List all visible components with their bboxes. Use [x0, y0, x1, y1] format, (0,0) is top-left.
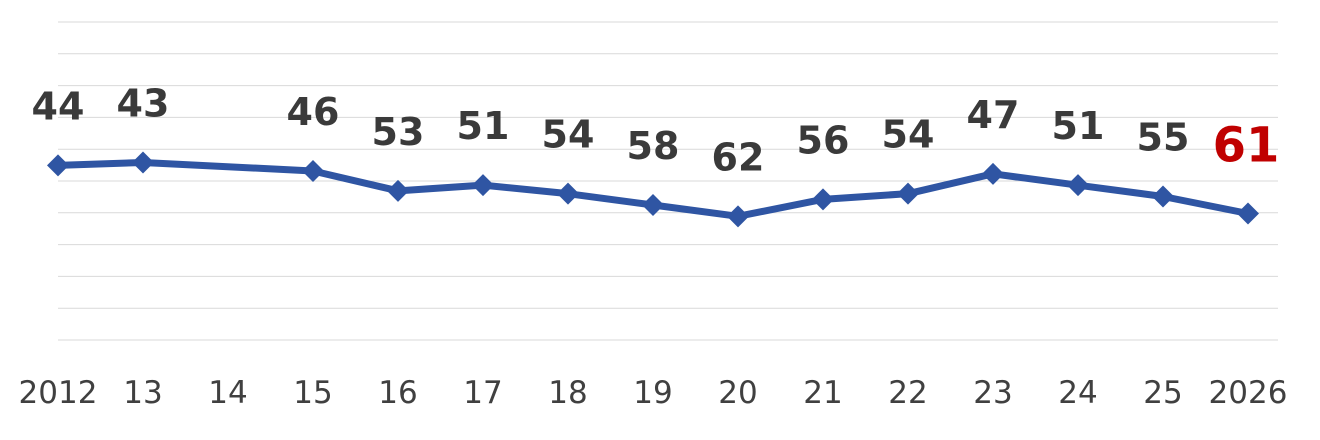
- data-label: 62: [712, 135, 765, 179]
- data-label: 51: [457, 104, 510, 148]
- x-tick-label: 20: [718, 375, 757, 411]
- data-point-marker: [132, 151, 154, 174]
- data-label-highlight: 61: [1213, 118, 1280, 174]
- data-label: 55: [1137, 116, 1190, 160]
- x-tick-label: 15: [293, 375, 332, 411]
- gridlines: [58, 21, 1278, 341]
- data-point-marker: [302, 160, 324, 182]
- x-tick-label: 24: [1058, 375, 1097, 411]
- data-point-marker: [982, 162, 1004, 185]
- data-label: 53: [372, 110, 425, 154]
- x-tick-label: 25: [1143, 375, 1182, 411]
- x-tick-label: 22: [888, 375, 927, 411]
- data-point-marker: [557, 182, 579, 205]
- data-label: 47: [967, 93, 1020, 137]
- data-point-marker: [47, 154, 69, 177]
- x-tick-label: 23: [973, 375, 1012, 411]
- data-labels: 44 43 46 53 51 54 58 62 56 54 47 51 55 61: [32, 82, 1280, 180]
- data-label: 58: [627, 124, 680, 168]
- data-point-marker: [1237, 202, 1259, 225]
- x-tick-label: 14: [208, 375, 247, 411]
- data-point-marker: [387, 179, 409, 202]
- data-label: 56: [797, 118, 850, 162]
- data-label: 54: [542, 113, 595, 157]
- data-point-marker: [1067, 174, 1089, 197]
- x-tick-label: 2026: [1209, 375, 1288, 411]
- x-tick-label: 21: [803, 375, 842, 411]
- data-point-marker: [727, 205, 749, 228]
- data-label: 44: [32, 84, 85, 128]
- x-axis-ticks: 2012 13 14 15 16 17 18 19 20 21 22 23 24 25 2026: [19, 375, 1288, 411]
- series-line: [54, 159, 1252, 220]
- data-point-marker: [472, 174, 494, 197]
- x-tick-label: 16: [378, 375, 417, 411]
- data-label: 46: [287, 90, 340, 134]
- x-tick-label: 13: [123, 375, 162, 411]
- data-label: 51: [1052, 104, 1105, 148]
- data-point-marker: [642, 194, 664, 216]
- data-point-marker: [1152, 185, 1174, 208]
- data-point-marker: [812, 188, 834, 211]
- x-tick-label: 18: [548, 375, 587, 411]
- data-label: 54: [882, 113, 935, 157]
- data-label: 43: [117, 82, 170, 126]
- x-tick-label: 17: [463, 375, 502, 411]
- x-tick-label: 2012: [19, 375, 98, 411]
- series-layer: [47, 151, 1259, 228]
- x-tick-label: 19: [633, 375, 672, 411]
- data-point-marker: [897, 182, 919, 205]
